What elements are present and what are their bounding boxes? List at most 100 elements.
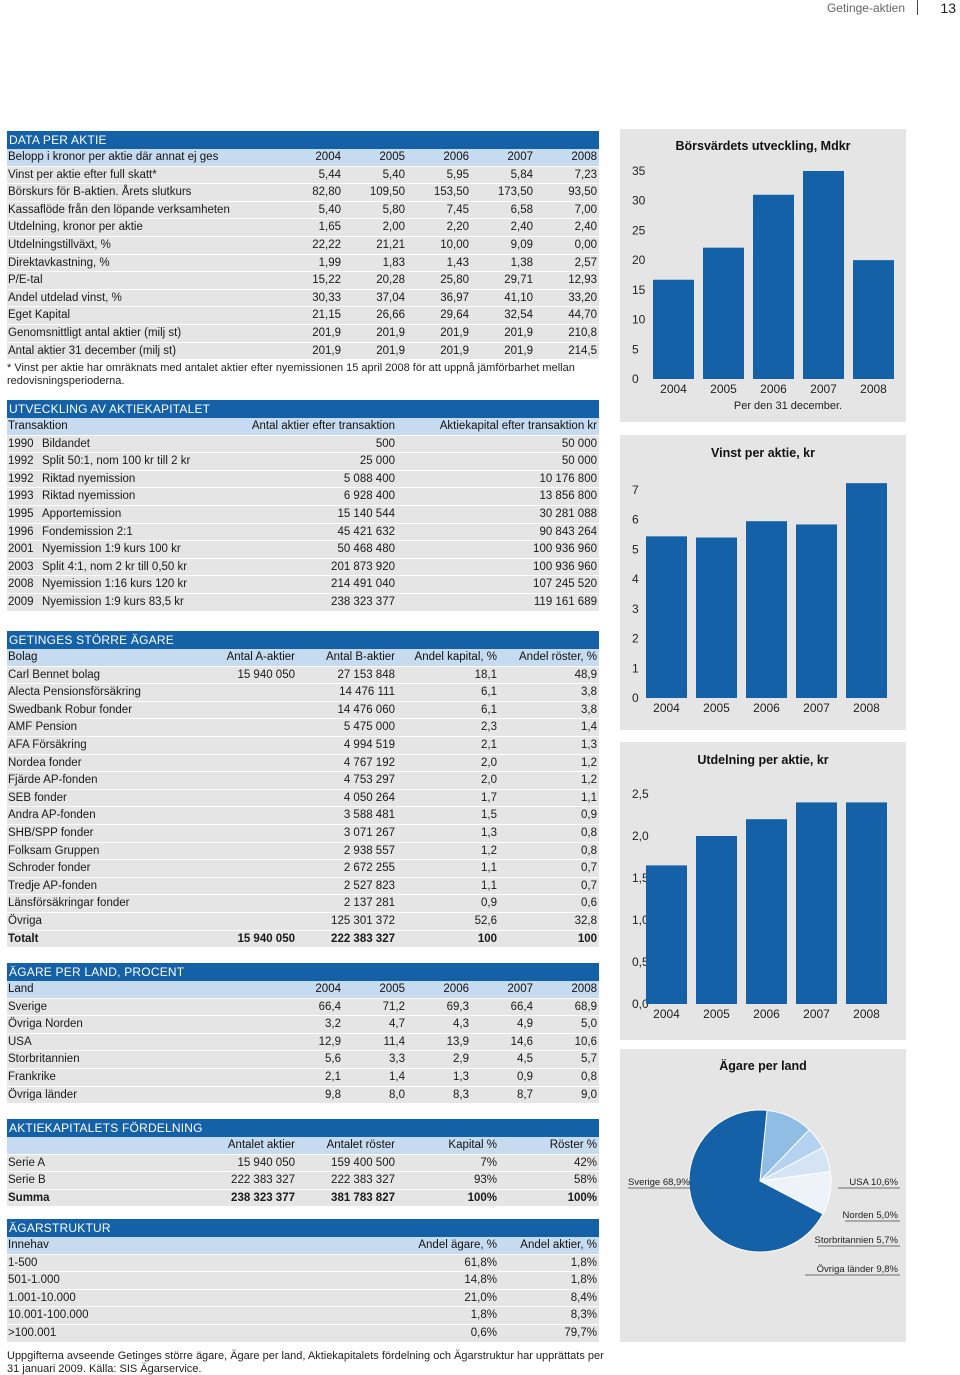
- table-row: SHB/SPP fonder 3 071 267 1,3 0,8: [7, 824, 599, 843]
- table-cell: 1,8%: [470, 1309, 497, 1322]
- table-cell: 201,9: [376, 326, 405, 339]
- table-cell: Summa: [8, 1191, 50, 1204]
- table-cell: 20,28: [376, 274, 405, 287]
- table-cell: 14,8%: [464, 1274, 497, 1287]
- table-header-row: Belopp i kronor per aktie där annat ej g…: [7, 149, 599, 167]
- table-cell: 15 940 050: [237, 932, 295, 945]
- bar: [653, 279, 694, 379]
- table-cell: 2,0: [481, 774, 497, 787]
- bar: [853, 260, 894, 379]
- table-cell: Bildandet: [42, 437, 90, 450]
- table-cell: 3 588 481: [343, 809, 395, 822]
- table-row: Frankrike 2,1 1,4 1,3 0,9 0,8: [7, 1068, 599, 1087]
- table-cell: 5,80: [382, 203, 405, 216]
- table-cell: 2003: [8, 560, 34, 573]
- table-cell: 2005: [379, 983, 405, 995]
- table-cell: Antal A-aktier: [226, 651, 295, 663]
- table-cell: [207, 807, 297, 824]
- table-cell: 2008: [571, 151, 597, 163]
- y-tick-label: 2,0: [632, 829, 649, 843]
- table-cell: 6,1: [481, 703, 497, 716]
- table-cell: 50 468 480: [337, 543, 395, 556]
- table-cell: 1993: [8, 490, 34, 503]
- pie-label: USA 10,6%: [849, 1177, 898, 1188]
- table-cell: Andel röster, %: [519, 651, 597, 663]
- table-cell: 52,6: [474, 914, 497, 927]
- table-row: Genomsnittligt antal aktier (milj st) 201…: [7, 324, 599, 343]
- y-tick-label: 1: [632, 661, 639, 675]
- table-cell: 58%: [573, 1174, 597, 1187]
- table-cell: 2,0: [481, 756, 497, 769]
- table-cell: 201,9: [312, 326, 341, 339]
- table-cell: 10.001-100.000: [8, 1309, 89, 1322]
- table-row: 2009 Nyemission 1:9 kurs 83,5 kr 238 323 3…: [7, 593, 599, 612]
- x-tick-label: 2007: [803, 1007, 830, 1021]
- table-cell: 100: [577, 932, 597, 945]
- table-cell: Andel aktier, %: [520, 1239, 597, 1251]
- table-cell: Utdelning, kronor per aktie: [8, 221, 143, 234]
- x-tick-label: 2004: [653, 701, 680, 715]
- table-cell: Eget Kapital: [8, 309, 71, 322]
- table-cell: 93%: [473, 1174, 497, 1187]
- table-row: 501-1.000 14,8% 1,8%: [7, 1272, 599, 1290]
- pie-chart-svg: Sverige 68,9% USA 10,6% Norden 5,0% Storbri…: [628, 1109, 900, 1276]
- pie-label: Övriga länder 9,8%: [817, 1264, 899, 1275]
- table-cell: 29,71: [504, 274, 533, 287]
- table-cell: 25 000: [359, 455, 395, 468]
- table-cell: Transaktion: [8, 420, 68, 432]
- table-header-row: Antalet aktier Antalet röster Kapital % Rös…: [7, 1137, 599, 1155]
- table-cell: 12,9: [318, 1035, 341, 1048]
- table-cell: 10,6: [574, 1035, 597, 1048]
- table-cell: 0,7: [581, 862, 597, 875]
- table-row: 1992 Split 50:1, nom 100 kr till 2 kr 25 0…: [7, 453, 599, 471]
- table-cell: 109,50: [369, 186, 405, 199]
- table-title: UTVECKLING AV AKTIEKAPITALET: [7, 400, 599, 418]
- table-cell: Genomsnittligt antal aktier (milj st): [8, 326, 182, 339]
- table-title: DATA PER AKTIE: [7, 131, 599, 149]
- table-cell: [207, 913, 297, 930]
- table-cell: 14 476 060: [337, 703, 395, 716]
- table-cell: Totalt: [8, 932, 39, 945]
- bar: [746, 521, 787, 698]
- table-row: Antal aktier 31 december (milj st) 201,9 2…: [7, 342, 599, 361]
- y-tick-label: 0: [632, 372, 639, 386]
- x-tick-label: 2004: [653, 1007, 680, 1021]
- table-cell: P/E-tal: [8, 274, 43, 287]
- table-cell: 201,9: [440, 344, 469, 357]
- table-row: Totalt 15 940 050 222 383 327 100 100: [7, 930, 599, 949]
- table-cell: Nyemission 1:9 kurs 83,5 kr: [42, 595, 184, 608]
- borsvarde-chart-svg: 0 5 10 15 20 25 30 35 2004 2005 2006 2007 2008: [632, 164, 894, 396]
- table-cell: 1,7: [481, 791, 497, 804]
- table-cell: 7,00: [574, 203, 597, 216]
- table-cell: 5,0: [581, 1018, 597, 1031]
- table-cell: 1992: [8, 455, 34, 468]
- table-row: 1.001-10.000 21,0% 8,4%: [7, 1289, 599, 1308]
- table-cell: 100 936 960: [533, 543, 597, 556]
- table-cell: 82,80: [312, 186, 341, 199]
- table-cell: Andel utdelad vinst, %: [8, 291, 122, 304]
- table-cell: Split 4:1, nom 2 kr till 0,50 kr: [42, 560, 188, 573]
- table-cell: 66,4: [510, 1000, 533, 1013]
- table-cell: Storbritannien: [8, 1053, 80, 1066]
- table-cell: 0,8: [581, 1070, 597, 1083]
- table-row: Börskurs för B-aktien. Årets slutkurs 82,…: [7, 184, 599, 202]
- y-tick-label: 35: [632, 164, 646, 178]
- table-cell: 2,40: [510, 221, 533, 234]
- table-cell: Vinst per aktie efter full skatt*: [8, 168, 157, 181]
- bar: [796, 524, 837, 698]
- table-cell: 1,5: [481, 809, 497, 822]
- section-title: Getinge-aktien: [826, 1, 905, 15]
- table-cell: 4,9: [517, 1018, 533, 1031]
- table-cell: 3,3: [389, 1053, 405, 1066]
- data-per-aktie-table: DATA PER AKTIE Belopp i kronor per aktie …: [7, 131, 599, 361]
- y-tick-label: 5: [632, 342, 639, 356]
- table-cell: 5,7: [581, 1053, 597, 1066]
- table-cell: 9,09: [510, 238, 533, 251]
- table-cell: [207, 825, 297, 842]
- table-cell: 8,7: [517, 1088, 533, 1101]
- utdelning-chart-svg: 0,0 0,5 1,0 1,5 2,0 2,5 2004 2005 2006 2007 2008: [632, 787, 887, 1021]
- table-cell: 201,9: [504, 326, 533, 339]
- table-cell: 3,8: [581, 686, 597, 699]
- table-cell: [207, 843, 297, 860]
- table-cell: 1,65: [318, 221, 341, 234]
